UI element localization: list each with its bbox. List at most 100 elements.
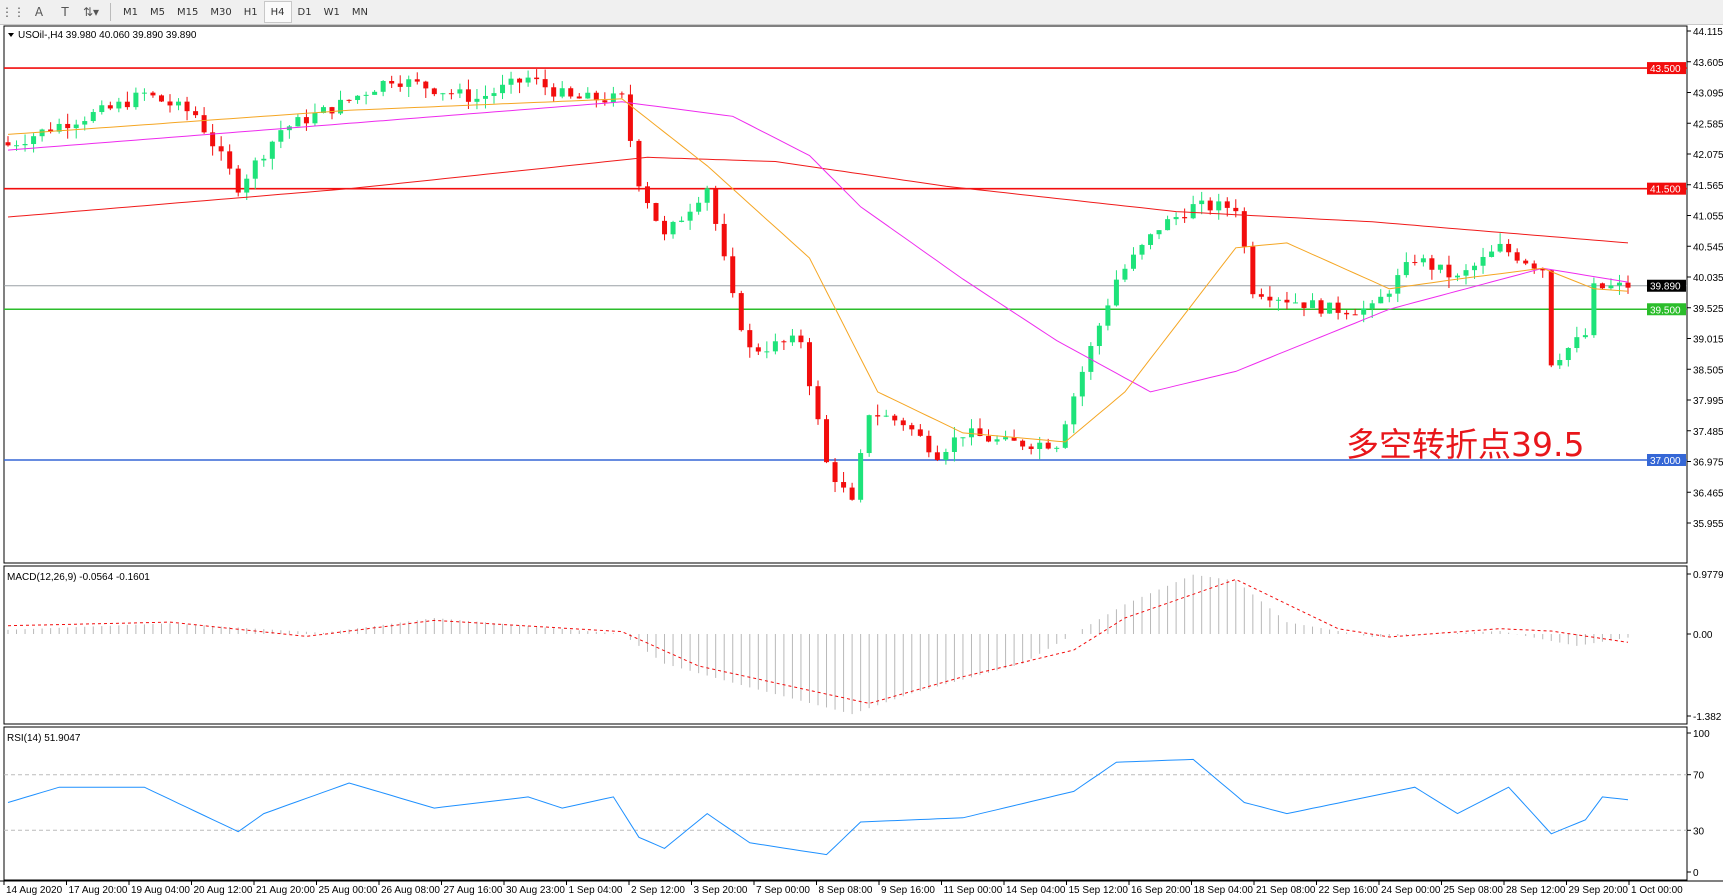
candle-body xyxy=(551,87,557,97)
timeframe-d1-button[interactable]: D1 xyxy=(297,6,312,18)
candle xyxy=(1327,302,1333,314)
price-tick-label: 39.525 xyxy=(1693,304,1723,315)
candle-body xyxy=(1489,251,1495,257)
candle-body xyxy=(1565,348,1571,361)
time-tick-label: 18 Sep 04:00 xyxy=(1194,885,1254,896)
candle xyxy=(397,75,403,92)
candle-body xyxy=(875,415,881,417)
candle-body xyxy=(90,112,96,122)
text-tool-icon[interactable]: A xyxy=(34,5,44,19)
candle-body xyxy=(116,101,122,109)
candle xyxy=(448,89,454,100)
candle-body xyxy=(926,435,932,453)
time-tick-label: 8 Sep 08:00 xyxy=(819,885,873,896)
candle-body xyxy=(730,256,736,294)
level-badge xyxy=(1647,303,1686,316)
candle xyxy=(1523,258,1529,266)
candle-body xyxy=(619,93,625,95)
candle xyxy=(824,415,830,464)
candle xyxy=(193,106,199,119)
candle xyxy=(500,74,506,100)
timeframe-m30-button[interactable]: M30 xyxy=(210,6,232,18)
candle-body xyxy=(909,425,915,430)
candle-body xyxy=(201,115,207,133)
candle-body xyxy=(858,453,864,500)
candle-body xyxy=(252,160,258,179)
candle-body xyxy=(82,121,88,125)
moving-average-slow xyxy=(7,156,1629,244)
candle xyxy=(1301,302,1307,317)
timeframe-m1-button[interactable]: M1 xyxy=(123,6,138,18)
candle xyxy=(1344,310,1350,320)
candle xyxy=(568,86,574,99)
candle-body xyxy=(1037,442,1043,449)
candle xyxy=(832,458,838,493)
candle-body xyxy=(389,81,395,84)
level-badge xyxy=(1647,62,1686,75)
rsi-tick-label: 100 xyxy=(1693,729,1710,740)
candle-body xyxy=(406,79,412,87)
candle xyxy=(389,75,395,89)
candle-body xyxy=(696,202,702,212)
candle xyxy=(1275,297,1281,311)
price-tick-label: 42.075 xyxy=(1693,150,1723,161)
candle xyxy=(1267,286,1273,308)
candle-body xyxy=(1173,217,1179,220)
candle xyxy=(1565,347,1571,367)
candle xyxy=(994,435,1000,445)
candle-body xyxy=(346,99,352,101)
candle xyxy=(798,329,804,349)
candle-body xyxy=(662,220,668,235)
candle-body xyxy=(534,77,540,80)
candle xyxy=(849,482,855,501)
candle xyxy=(730,247,736,298)
candle xyxy=(363,91,369,105)
timeframe-m5-button[interactable]: M5 xyxy=(150,6,165,18)
candle-body xyxy=(158,95,164,102)
candle-body xyxy=(414,79,420,82)
candle xyxy=(1514,248,1520,264)
candle xyxy=(781,339,787,350)
candle xyxy=(406,75,412,97)
candle-body xyxy=(721,223,727,257)
candle xyxy=(968,419,974,446)
candle-body xyxy=(1403,262,1409,276)
arrows-tool-icon[interactable]: ⇅▾ xyxy=(82,5,100,19)
candle xyxy=(1497,233,1503,253)
text-label-tool-icon[interactable]: T xyxy=(61,5,69,19)
timeframe-mn-button[interactable]: MN xyxy=(351,6,368,18)
candle-body xyxy=(1130,254,1136,269)
candle-body xyxy=(1335,302,1341,313)
candle-body xyxy=(1096,325,1102,347)
timeframe-w1-button[interactable]: W1 xyxy=(323,6,340,18)
timeframe-h1-button[interactable]: H1 xyxy=(243,6,258,18)
candle-body xyxy=(670,221,676,235)
timeframe-h4-button[interactable]: H4 xyxy=(263,1,292,23)
candle xyxy=(900,417,906,431)
candle-body xyxy=(781,341,787,343)
candle-body xyxy=(218,146,224,152)
candle xyxy=(5,136,11,147)
candle xyxy=(1608,278,1614,291)
candle xyxy=(1105,298,1111,331)
candle xyxy=(883,409,889,418)
candle-body xyxy=(1480,256,1486,266)
grid-options-icon[interactable]: ⋮⋮ xyxy=(1,5,25,19)
candle-body xyxy=(1608,285,1614,289)
timeframe-m15-button[interactable]: M15 xyxy=(177,6,199,18)
candle-body xyxy=(1310,300,1316,308)
candle xyxy=(1378,289,1384,304)
candle xyxy=(90,108,96,123)
candle-body xyxy=(1446,264,1452,278)
time-tick-label: 28 Sep 12:00 xyxy=(1506,885,1566,896)
time-tick-label: 1 Oct 00:00 xyxy=(1631,885,1683,896)
candle xyxy=(747,323,753,358)
candle-body xyxy=(602,100,608,103)
candle-body xyxy=(1292,302,1298,304)
candle xyxy=(986,429,992,443)
candle xyxy=(721,213,727,261)
candle-body xyxy=(167,101,173,106)
candle xyxy=(1463,264,1469,285)
candle-body xyxy=(1054,447,1060,449)
